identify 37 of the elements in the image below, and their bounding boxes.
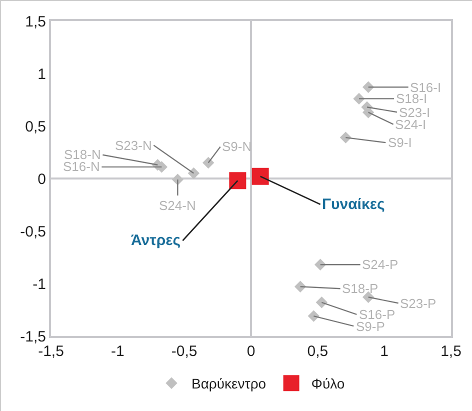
annotation: S23-P: [400, 296, 436, 311]
point: [316, 296, 328, 308]
annotation: S23-N: [115, 138, 152, 153]
annotation: S18-P: [342, 281, 378, 296]
y-tick-label: 0: [38, 170, 46, 188]
annotation: S9-N: [222, 139, 252, 154]
point: [340, 132, 352, 144]
legend-label: Βαρύκεντρο: [192, 376, 266, 392]
point: [202, 156, 214, 169]
annotation: S24-N: [159, 198, 196, 213]
annotation: S24-P: [362, 257, 398, 272]
annotation: Άντρες: [131, 232, 181, 249]
y-tick-label: 0,5: [25, 118, 46, 136]
y-tick-label: -1: [32, 276, 46, 293]
annotation: S18-N: [64, 147, 101, 162]
annotation: S24-I: [395, 117, 426, 132]
x-tick-label: 1: [380, 343, 388, 360]
point: [252, 168, 269, 185]
y-tick-label: 1,5: [25, 13, 46, 30]
y-tick-label: 1: [38, 66, 46, 83]
annotation: S23-I: [399, 105, 430, 120]
point: [314, 258, 326, 270]
x-tick-label: 1,5: [440, 343, 462, 360]
x-tick-label: 0,5: [307, 343, 328, 360]
y-tick-label: -1,5: [20, 328, 46, 346]
annotation: S9-I: [388, 135, 412, 150]
x-tick-label: -1: [111, 343, 124, 360]
x-tick-label: -0,5: [171, 343, 198, 360]
legend-label: Φύλο: [311, 376, 345, 392]
y-tick-label: -0,5: [20, 223, 46, 240]
x-tick-label: 0: [246, 343, 256, 360]
point: [308, 310, 320, 322]
annotation: Γυναίκες: [322, 196, 385, 213]
annotation: S16-N: [63, 159, 100, 174]
annotation: S9-P: [356, 319, 385, 334]
annotation: S16-P: [359, 307, 396, 322]
point: [229, 172, 246, 190]
